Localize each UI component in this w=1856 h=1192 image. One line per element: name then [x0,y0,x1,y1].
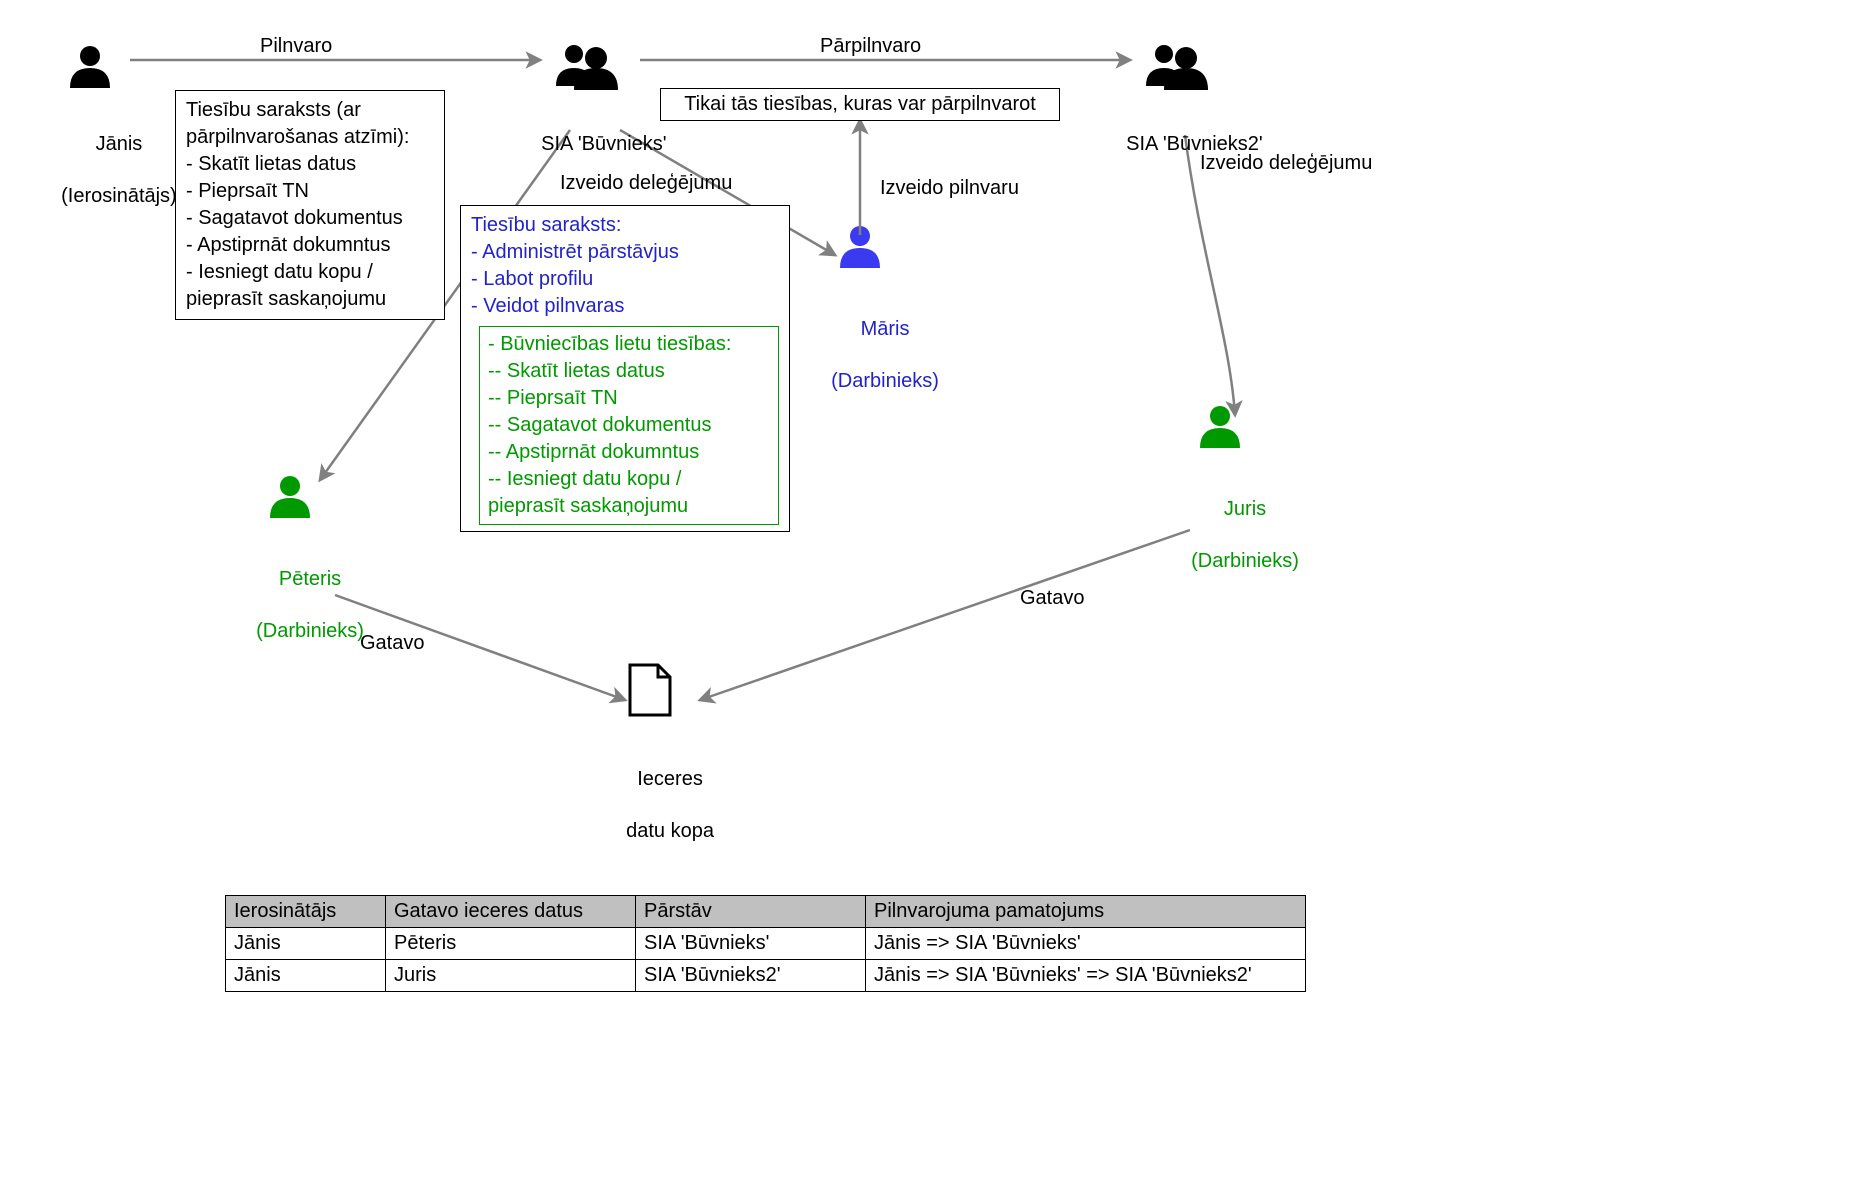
node-label-document: Ieceres datu kopa [615,740,714,844]
rights-box-top: Tikai tās tiesības, kuras var pārpilnvar… [660,88,1060,121]
group-icon-sia-buvnieks [556,45,618,90]
document-icon [630,665,670,715]
node-label-sia-buvnieks: SIA 'Būvnieks' [530,105,667,157]
edge-label-izveido-delegejumu-1: Izveido deleģējumu [560,170,732,196]
col-parstav: Pārstāv [636,896,866,928]
col-gatavo: Gatavo ieceres datus [386,896,636,928]
group-icon-sia-buvnieks2 [1146,45,1208,90]
edge-label-gatavo-2: Gatavo [1020,585,1084,611]
table-row: Jānis Juris SIA 'Būvnieks2' Jānis => SIA… [226,960,1306,992]
summary-table: Ierosinātājs Gatavo ieceres datus Pārstā… [225,895,1306,992]
edge-label-parpilnvaro: Pārpilnvaro [820,33,921,59]
rights-list-2-blue: Tiesību saraksts: - Administrēt pārstāvj… [471,212,779,320]
node-label-maris: Māris (Darbinieks) [820,290,939,394]
table-header-row: Ierosinātājs Gatavo ieceres datus Pārstā… [226,896,1306,928]
rights-list-box-2: Tiesību saraksts: - Administrēt pārstāvj… [460,205,790,532]
person-icon-peteris [270,476,310,518]
col-ierosinātājs: Ierosinātājs [226,896,386,928]
person-icon-janis [70,46,110,88]
col-pamatojums: Pilnvarojuma pamatojums [866,896,1306,928]
edge-label-gatavo-1: Gatavo [360,630,424,656]
edge-5 [1185,135,1235,415]
rights-list-box-1: Tiesību saraksts (ar pārpilnvarošanas at… [175,90,445,320]
edge-label-izveido-delegejumu-2: Izveido deleģējumu [1200,150,1372,176]
edge-label-pilnvaro: Pilnvaro [260,33,332,59]
node-label-janis: Jānis (Ierosinātājs) [50,105,177,209]
edge-label-izveido-pilnvaru: Izveido pilnvaru [880,175,1019,201]
edge-7 [700,530,1190,700]
rights-list-2-green-box: - Būvniecības lietu tiesības: -- Skatīt … [479,326,779,525]
node-label-peteris: Pēteris (Darbinieks) [245,540,364,644]
node-label-juris: Juris (Darbinieks) [1180,470,1299,574]
table-row: Jānis Pēteris SIA 'Būvnieks' Jānis => SI… [226,928,1306,960]
